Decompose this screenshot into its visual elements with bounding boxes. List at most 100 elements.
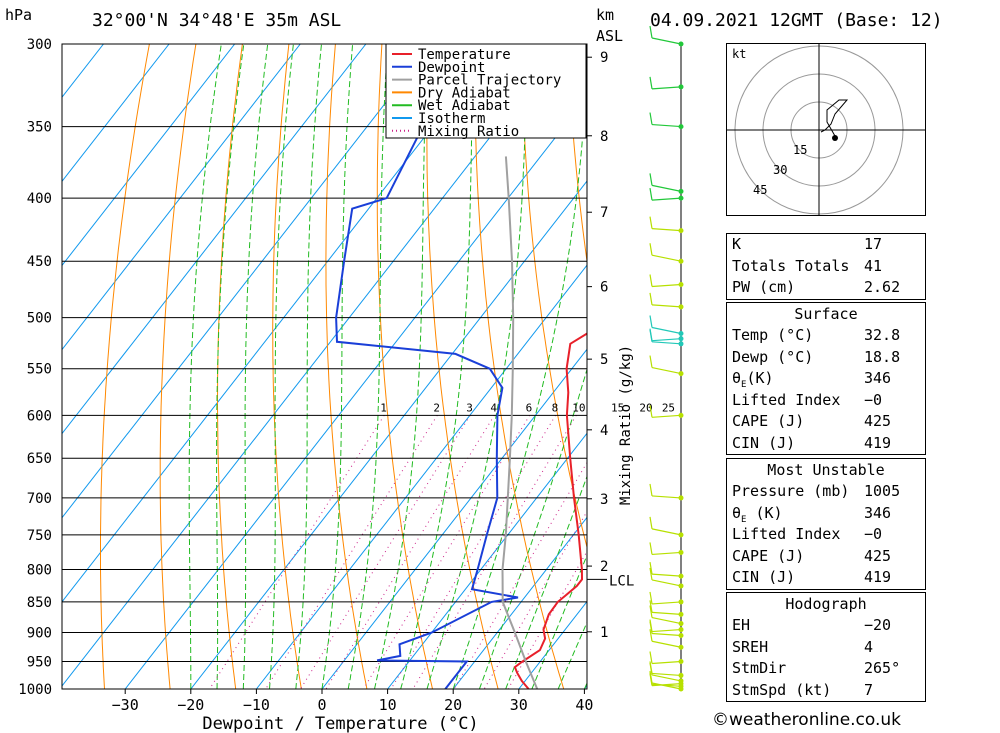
pressure-unit-label: hPa (5, 6, 33, 24)
wind-barb-dot (678, 258, 684, 264)
mixing-ratio-line (325, 415, 495, 689)
dewpoint-line (335, 44, 519, 689)
pressure-tick-label: 400 (27, 191, 52, 207)
wind-barb-flag (649, 661, 653, 674)
stability-panel: K 17 Totals Totals 41 PW (cm) 2.62 (726, 233, 926, 300)
wind-barb-staff (651, 682, 682, 690)
wind-barb-staff (651, 683, 682, 687)
wind-barb-staff (651, 283, 682, 288)
stmdir-row: StmDir 265° (727, 658, 925, 680)
stmspd-value: 7 (864, 680, 874, 699)
mu-cin-row: CIN (J) 419 (727, 567, 925, 589)
hodograph-ring-label: 15 (793, 143, 807, 157)
copyright[interactable]: ©weatheronline.co.uk (712, 710, 902, 730)
wind-barb-dot (678, 124, 684, 130)
surface-cape-row: CAPE (J) 425 (727, 411, 925, 433)
mu-theta-sub: E (741, 514, 747, 525)
wind-barb-staff (651, 601, 682, 605)
wind-barb-dot (678, 599, 684, 605)
wind-barb-flag (649, 405, 653, 418)
mu-theta-value: 346 (864, 503, 892, 522)
wind-barb-staff (651, 628, 682, 633)
wind-barb-staff (651, 616, 682, 625)
legend-entry: Parcel Trajectory (418, 73, 561, 89)
pressure-tick-label: 850 (27, 595, 52, 611)
mu-theta-symbol: θ (732, 503, 742, 522)
pressure-tick-label: 550 (27, 362, 52, 378)
mu-cape-label: CAPE (J) (732, 546, 805, 565)
mixing-ratio-line (300, 415, 471, 689)
hodograph-stats-title: Hodograph (785, 595, 867, 613)
mixing-ratio-label: 3 (466, 401, 473, 414)
x-tick-label: −20 (177, 696, 204, 714)
dry-adiabat-line (987, 44, 1000, 689)
mixing-ratio-label: 2 (433, 401, 440, 414)
isotherm-line (190, 180, 587, 689)
wind-barb-staff (651, 341, 682, 345)
wet-adiabat-line (242, 44, 269, 689)
wind-barb-flag (649, 516, 653, 529)
wet-adiabat-line (347, 44, 389, 689)
wind-barb-dot (678, 371, 684, 377)
wind-barb-dot (678, 549, 684, 555)
wind-barb-staff (651, 573, 682, 577)
wind-barb-flag (649, 600, 653, 613)
mu-pressure-row: Pressure (mb) 1005 (727, 481, 925, 503)
mu-cin-label: CIN (J) (732, 568, 796, 586)
wind-barb-dot (678, 644, 684, 650)
wind-barb-staff (651, 672, 682, 677)
wind-barb-flag (649, 619, 653, 632)
isotherm-line (62, 44, 170, 183)
mixing-ratio-label: 4 (490, 401, 497, 414)
legend-entry: Temperature (418, 47, 511, 63)
wind-barb-flag (649, 112, 653, 125)
isotherm-line (321, 348, 587, 689)
isotherm-line (124, 96, 587, 689)
pressure-tick-label: 750 (27, 528, 52, 544)
sreh-row: SREH 4 (727, 637, 925, 659)
mixing-ratio-line (265, 415, 438, 689)
wind-barb-flag (649, 483, 653, 497)
mu-theta-label: θE (K) (732, 503, 783, 525)
height-tick-label: 5 (600, 352, 608, 368)
surface-temp-label: Temp (°C) (732, 326, 814, 344)
most-unstable-panel: Most Unstable Pressure (mb) 1005 θE (K) 34… (726, 458, 926, 590)
wind-barb-flag (649, 567, 653, 581)
isotherm-line (256, 264, 587, 689)
legend-entry: Dewpoint (418, 60, 485, 76)
mu-pressure-label: Pressure (mb) (732, 482, 850, 500)
pressure-tick-label: 500 (27, 311, 52, 327)
surface-dewp-row: Dewp (°C) 18.8 (727, 347, 925, 369)
wind-barb-staff (651, 495, 682, 499)
wind-barb-flag (649, 243, 653, 256)
mixing-ratio-label: 25 (662, 401, 675, 414)
surface-theta-row: θE(K) 346 (727, 368, 925, 390)
hodograph-plot: 15 30 45 kt (727, 44, 925, 215)
wind-barb-staff (651, 528, 682, 536)
pressure-tick-label: 300 (27, 37, 52, 53)
isotherm-line (62, 44, 498, 603)
wind-barb-flag (649, 605, 653, 618)
dry-adiabat-line (100, 44, 150, 689)
surface-theta-symbol: θ (732, 369, 742, 387)
dry-adiabat-line (272, 44, 302, 689)
mixing-ratio-label: 6 (526, 401, 533, 414)
most-unstable-title: Most Unstable (767, 461, 885, 479)
wind-barb-dot (678, 188, 684, 194)
mixing-ratio-label: 20 (639, 401, 652, 414)
wind-barb-staff (651, 551, 682, 556)
wind-barb-dot (678, 41, 684, 47)
surface-theta-label: θE(K) (732, 368, 774, 390)
wet-adiabat-line (216, 44, 245, 689)
isotherm-line (62, 44, 564, 687)
parcel-trajectory-line (501, 156, 539, 689)
surface-theta-unit: (K) (746, 369, 774, 387)
pressure-tick-label: 600 (27, 408, 52, 424)
sreh-value: 4 (864, 637, 874, 656)
wind-barb-flag (649, 328, 653, 341)
wind-barb-dot (678, 678, 684, 684)
legend-entry: Wet Adiabat (418, 98, 511, 114)
datetime-title: 04.09.2021 12GMT (Base: 12) (650, 10, 943, 31)
mu-li-row: Lifted Index −0 (727, 524, 925, 546)
